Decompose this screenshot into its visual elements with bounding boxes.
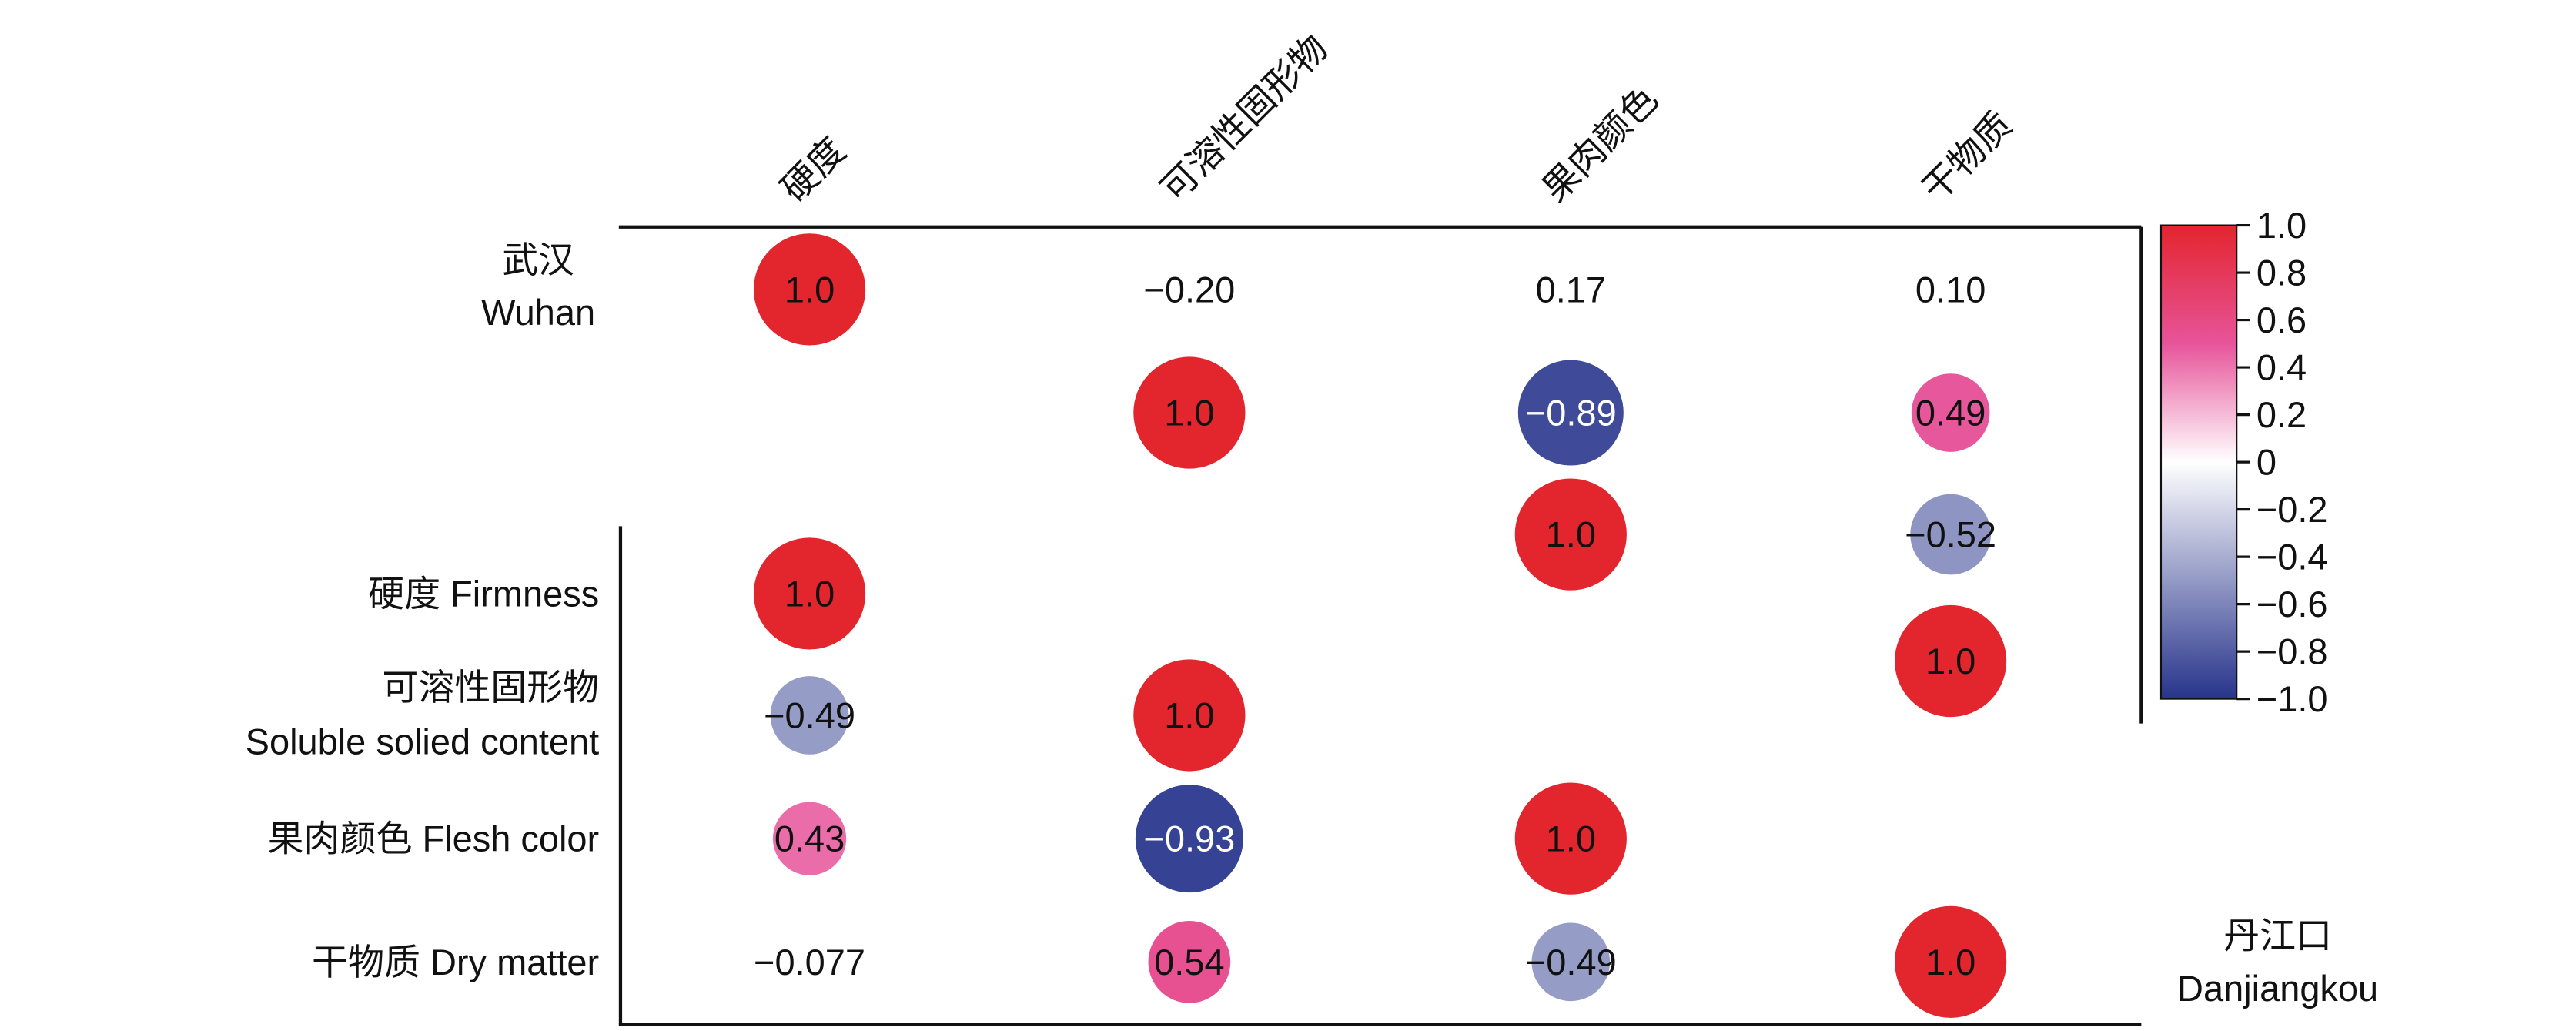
group-labels: 武汉 Wuhan 丹江口 Danjiangkou — [481, 239, 2378, 1009]
upper-circle-r3c3 — [1895, 604, 2007, 718]
upper-circle-r1c3 — [1911, 373, 1990, 452]
group-label-danjiangkou-cn: 丹江口 — [2223, 916, 2332, 956]
colorbar-tick-label-8: −0.6 — [2257, 584, 2328, 624]
upper-value-r1c2: −0.89 — [1525, 393, 1617, 433]
lower-circle-r3c2 — [1531, 922, 1611, 1002]
upper-value-r3c3: 1.0 — [1925, 641, 1975, 681]
colorbar-gradient — [2159, 224, 2238, 700]
lower-circle-r2c2 — [1514, 782, 1627, 895]
row-label-ssc-en: Soluble solied content — [246, 721, 600, 762]
colorbar-tick-label-6: −0.2 — [2257, 489, 2328, 530]
upper-circle-r0c0 — [753, 233, 866, 346]
lower-value-r3c0: −0.077 — [754, 942, 865, 982]
lower-value-r0c0: 1.0 — [785, 573, 835, 614]
upper-circle-r1c1 — [1133, 356, 1246, 469]
colorbar-tick-label-1: 0.8 — [2257, 253, 2307, 293]
upper-value-r0c2: 0.17 — [1536, 269, 1606, 310]
lower-value-r2c0: 0.43 — [774, 818, 845, 859]
lower-circle-r3c3 — [1895, 905, 2007, 1018]
group-label-danjiangkou-en: Danjiangkou — [2177, 968, 2378, 1009]
colorbar-tick-label-3: 0.4 — [2257, 347, 2307, 388]
upper-value-r2c3: −0.52 — [1905, 514, 1996, 555]
row-label-ssc-cn: 可溶性固形物 — [382, 667, 599, 708]
colorbar: 1.0 0.8 0.6 0.4 0.2 0 −0.2 −0.4 −0.6 −0.8 −1.0 — [2159, 205, 2328, 719]
colorbar-tick-label-10: −1.0 — [2257, 678, 2328, 719]
lower-value-r3c1: 0.54 — [1154, 942, 1224, 982]
column-header-1: 可溶性固形物 — [1153, 27, 1335, 209]
group-label-wuhan-en: Wuhan — [481, 292, 595, 333]
upper-value-r2c2: 1.0 — [1546, 514, 1596, 555]
lower-value-r2c1: −0.93 — [1143, 818, 1235, 859]
lower-value-r1c1: 1.0 — [1164, 695, 1214, 735]
lower-value-r3c2: −0.49 — [1525, 942, 1617, 982]
lower-value-r1c0: −0.49 — [764, 695, 855, 735]
group-boundary-lines — [618, 225, 2143, 1026]
colorbar-tick-label-2: 0.6 — [2257, 300, 2307, 340]
lower-circle-r1c1 — [1133, 659, 1246, 772]
row-labels: 硬度 Firmness 可溶性固形物 Soluble solied content 果… — [246, 573, 600, 982]
group-label-wuhan-cn: 武汉 — [502, 239, 574, 280]
correlation-cells: 1.0 −0.20 0.17 0.10 1.0 −0.89 0.49 1.0 −0.52 1.0 1… — [753, 233, 2007, 1018]
upper-value-r0c0: 1.0 — [785, 269, 835, 310]
row-label-firmness: 硬度 Firmness — [368, 573, 599, 614]
upper-value-r1c3: 0.49 — [1915, 393, 1986, 433]
lower-circle-r2c0 — [772, 802, 847, 875]
column-header-0: 硬度 — [773, 129, 853, 209]
upper-circle-r2c2 — [1514, 478, 1627, 591]
colorbar-tick-label-9: −0.8 — [2257, 631, 2328, 672]
row-label-flesh-color: 果肉颜色 Flesh color — [268, 818, 600, 859]
lower-circle-r3c1 — [1148, 920, 1231, 1003]
lower-circle-r2c1 — [1135, 785, 1243, 893]
colorbar-tick-label-4: 0.2 — [2257, 394, 2307, 435]
upper-value-r1c1: 1.0 — [1164, 393, 1214, 433]
lower-value-r2c2: 1.0 — [1546, 818, 1596, 859]
upper-circle-r1c2 — [1517, 360, 1624, 466]
column-headers: 硬度 可溶性固形物 果肉颜色 干物质 — [773, 27, 2019, 209]
upper-circle-r2c3 — [1910, 494, 1991, 575]
colorbar-tick-label-7: −0.4 — [2257, 537, 2328, 577]
upper-value-r0c1: −0.20 — [1143, 269, 1235, 310]
lower-value-r3c3: 1.0 — [1925, 942, 1975, 982]
lower-circle-r0c0 — [753, 537, 866, 650]
upper-value-r0c3: 0.10 — [1915, 269, 1986, 310]
column-header-3: 干物质 — [1914, 104, 2019, 209]
column-header-2: 果肉颜色 — [1534, 79, 1665, 209]
colorbar-tick-label-0: 1.0 — [2257, 205, 2307, 246]
colorbar-tick-label-5: 0 — [2257, 442, 2277, 483]
lower-circle-r1c0 — [770, 676, 849, 755]
row-label-dry-matter: 干物质 Dry matter — [312, 942, 599, 982]
